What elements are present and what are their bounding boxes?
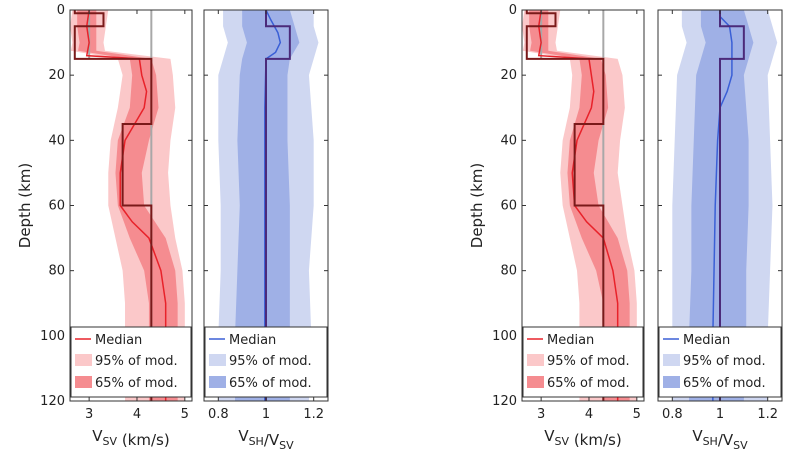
y-tick-label: 120 <box>40 394 65 409</box>
y-tick-label: 0 <box>57 3 65 18</box>
y-tick-label: 40 <box>48 133 65 148</box>
true-model-line <box>525 10 605 401</box>
legend: Median 95% of mod. 65% of mod. <box>204 326 328 398</box>
x-tick-label: 4 <box>133 407 141 422</box>
legend: Median 95% of mod. 65% of mod. <box>70 326 192 398</box>
x-axis-label: VSV (km/s) <box>544 427 621 449</box>
panel-left-vsv: 3 4 5 0 20 40 60 80 100 120 Depth (km) VSV (km/s) Me… <box>16 3 193 449</box>
panel-left-xi: 0.8 1 1.2 VSH/VSV Median 95% of mod. 65% of mo… <box>203 9 329 452</box>
y-tick-label: 20 <box>500 68 517 83</box>
legend-65-swatch <box>75 376 92 388</box>
legend-65-swatch <box>527 376 544 388</box>
y-tick-label: 120 <box>492 394 517 409</box>
legend-median-label: Median <box>229 333 276 348</box>
median-line <box>85 10 167 401</box>
true-model-line <box>265 10 291 401</box>
legend-median-label: Median <box>547 333 594 348</box>
y-axis-label: Depth (km) <box>468 163 486 248</box>
x-axis-label: VSV (km/s) <box>92 427 169 449</box>
legend-65-label: 65% of mod. <box>229 376 312 391</box>
x-tick-label: 3 <box>85 407 93 422</box>
y-tick-label: 0 <box>509 3 517 18</box>
legend-95-swatch <box>75 354 92 366</box>
band-65 <box>689 10 754 401</box>
y-tick-label: 80 <box>500 264 517 279</box>
plot-area <box>70 10 185 401</box>
band-65 <box>235 10 300 401</box>
true-model-line <box>73 10 153 401</box>
y-tick-label: 80 <box>48 264 65 279</box>
legend-median-label: Median <box>95 333 142 348</box>
plot-area <box>672 10 778 401</box>
x-tick-label: 1.2 <box>303 407 324 422</box>
legend-95-label: 95% of mod. <box>547 354 630 369</box>
legend-95-label: 95% of mod. <box>95 354 178 369</box>
x-tick-label: 5 <box>181 407 189 422</box>
legend-65-label: 65% of mod. <box>95 376 178 391</box>
x-tick-label: 0.8 <box>662 407 683 422</box>
y-tick-label: 20 <box>48 68 65 83</box>
legend: Median 95% of mod. 65% of mod. <box>658 326 782 398</box>
legend-95-label: 95% of mod. <box>229 354 312 369</box>
x-tick-label: 1 <box>262 407 270 422</box>
true-model-line <box>719 10 745 401</box>
legend-95-label: 95% of mod. <box>683 354 766 369</box>
x-axis-label: VSH/VSV <box>238 427 294 452</box>
legend-median-label: Median <box>683 333 730 348</box>
legend-65-swatch <box>663 376 680 388</box>
legend-65-label: 65% of mod. <box>547 376 630 391</box>
x-tick-label: 0.8 <box>208 407 229 422</box>
x-tick-label: 1 <box>716 407 724 422</box>
y-tick-label: 100 <box>40 329 65 344</box>
x-tick-label: 3 <box>537 407 545 422</box>
panel-right-vsv: 3 4 5 0 20 40 60 80 100 120 Depth (km) VSV (km/s) Me… <box>468 3 645 449</box>
legend-95-swatch <box>527 354 544 366</box>
y-tick-label: 60 <box>48 199 65 214</box>
x-tick-label: 1.2 <box>757 407 778 422</box>
median-line <box>537 10 619 401</box>
panel-right-xi: 0.8 1 1.2 VSH/VSV Median 95% of mod. 65% of mo… <box>657 9 783 452</box>
legend-65-label: 65% of mod. <box>683 376 766 391</box>
plot-area <box>218 10 319 401</box>
y-tick-label: 100 <box>492 329 517 344</box>
x-tick-label: 4 <box>585 407 593 422</box>
y-tick-label: 60 <box>500 199 517 214</box>
legend-65-swatch <box>209 376 226 388</box>
legend-95-swatch <box>209 354 226 366</box>
x-tick-label: 5 <box>633 407 641 422</box>
legend: Median 95% of mod. 65% of mod. <box>522 326 644 398</box>
y-tick-label: 40 <box>500 133 517 148</box>
y-axis-label: Depth (km) <box>16 163 34 248</box>
legend-95-swatch <box>663 354 680 366</box>
plot-area <box>522 10 637 401</box>
x-axis-label: VSH/VSV <box>692 427 748 452</box>
